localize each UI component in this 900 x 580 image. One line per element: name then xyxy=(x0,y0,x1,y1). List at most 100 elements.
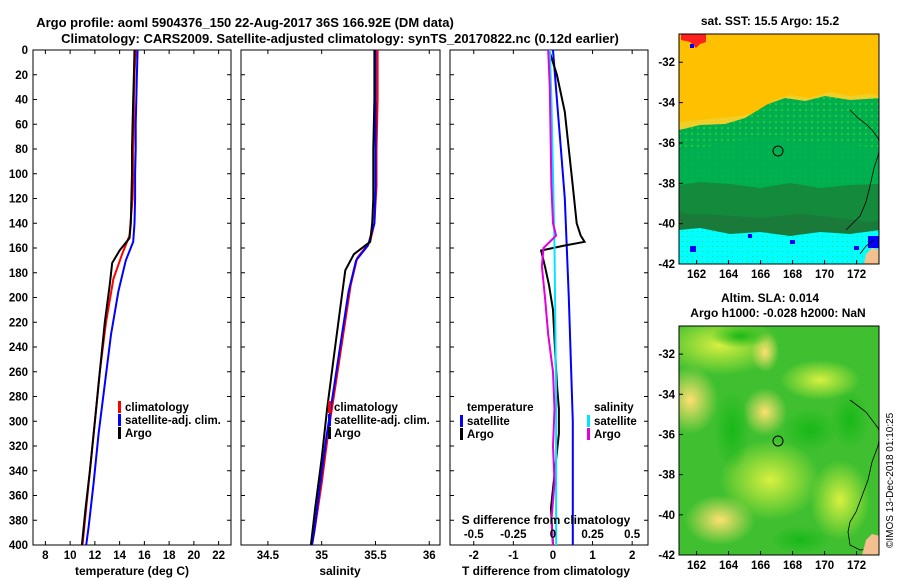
depth-tick-label: 300 xyxy=(9,416,28,428)
depth-tick-label: 240 xyxy=(9,342,28,354)
depth-tick-label: 80 xyxy=(15,144,28,156)
map-ytick-label: -38 xyxy=(658,178,675,190)
legend-header-salinity: salinity xyxy=(594,402,634,414)
depth-tick-label: 140 xyxy=(9,218,28,230)
salinity-xtick-label: 35.5 xyxy=(364,550,387,562)
difference-xtick-label: 0 xyxy=(550,550,556,562)
temperature-xtick-label: 22 xyxy=(212,550,225,562)
difference-s-tick-label: -0.25 xyxy=(500,529,527,541)
legend-swatch-argo xyxy=(328,427,331,439)
difference-xtick-label: -1 xyxy=(508,550,519,562)
legend-label-satellite: satellite-adj. clim. xyxy=(334,415,430,427)
map-xtick-label: 164 xyxy=(719,560,739,572)
imos-credit: ©IMOS 13-Dec-2018 01:10:25 xyxy=(885,412,896,548)
map-xtick-label: 172 xyxy=(847,269,866,281)
map-xtick-label: 172 xyxy=(847,560,866,572)
temperature-panel-frame xyxy=(32,49,232,546)
map-xtick-label: 166 xyxy=(751,269,770,281)
salinity-panel-frame xyxy=(240,49,441,546)
difference-plot: -2 -1 0 1 2 -0.5 -0.25 0 0.25 0.5 xyxy=(464,49,641,562)
salinity-xtick-label: 34.5 xyxy=(257,550,280,562)
legend-label-satellite: satellite-adj. clim. xyxy=(125,415,221,427)
depth-tick-label: 20 xyxy=(15,70,28,82)
temperature-xtick-label: 18 xyxy=(163,550,176,562)
legend-swatch-climatology xyxy=(118,401,121,413)
series-line-satellite-adj-clim- xyxy=(85,49,139,546)
temperature-xtick-label: 10 xyxy=(64,550,77,562)
temperature-xtick-label: 14 xyxy=(113,550,126,562)
sst-argo-location-marker xyxy=(772,145,784,157)
legend-label-climatology: climatology xyxy=(334,402,399,414)
map-xtick-label: 170 xyxy=(815,269,834,281)
salinity-xlabel: salinity xyxy=(319,564,361,578)
depth-tick-label: 100 xyxy=(9,169,28,181)
map-ytick-label: -38 xyxy=(658,470,675,482)
sla-map-title-line2: Argo h1000: -0.028 h2000: NaN xyxy=(690,306,865,320)
series-line-s-satellite xyxy=(548,49,558,545)
difference-xlabel: T difference from climatology xyxy=(462,564,630,578)
difference-legend-temperature: temperature satellite Argo xyxy=(460,402,533,441)
difference-s-tick-label: 0 xyxy=(550,529,556,541)
difference-s-tick-label: 0.5 xyxy=(624,529,641,541)
legend-header-temperature: temperature xyxy=(467,402,533,414)
map-ytick-label: -40 xyxy=(658,510,675,522)
sla-map-title-line1: Altim. SLA: 0.014 xyxy=(721,291,819,305)
series-line-t-satellite xyxy=(552,49,574,545)
sst-map-axes: 162 164 166 168 170 172 -32 -34 -36 -38 -40 -42 xyxy=(658,57,866,281)
map-xtick-label: 162 xyxy=(687,560,706,572)
map-ytick-label: -36 xyxy=(658,138,675,150)
difference-s-xlabel: S difference from climatology xyxy=(462,513,631,527)
series-line-argo xyxy=(309,50,376,546)
series-line-t-argo xyxy=(539,49,587,546)
depth-tick-label: 40 xyxy=(15,95,28,107)
map-xtick-label: 164 xyxy=(719,269,739,281)
legend-label-t-argo: Argo xyxy=(467,429,494,441)
depth-tick-label: 260 xyxy=(9,367,28,379)
series-line-satellite-adj-clim- xyxy=(311,50,377,546)
series-line-argo xyxy=(80,49,136,546)
legend-label-argo: Argo xyxy=(334,428,361,440)
map-ytick-label: -34 xyxy=(658,98,675,110)
sla-map-image xyxy=(679,326,879,555)
figure-title-line1: Argo profile: aoml 5904376_150 22-Aug-20… xyxy=(36,15,454,30)
salinity-xtick-label: 36 xyxy=(423,550,436,562)
temperature-plot: 8 10 12 14 16 18 20 22 xyxy=(42,49,225,562)
sla-map-frame xyxy=(678,325,880,556)
map-ytick-label: -32 xyxy=(658,57,675,69)
temperature-xtick-label: 16 xyxy=(138,550,151,562)
difference-s-tick-label: 0.25 xyxy=(581,529,604,541)
map-ytick-label: -32 xyxy=(658,349,675,361)
map-ytick-label: -42 xyxy=(658,550,675,562)
figure-title-line2: Climatology: CARS2009. Satellite-adjuste… xyxy=(61,31,619,46)
depth-tick-label: 0 xyxy=(22,45,28,57)
temperature-xlabel: temperature (deg C) xyxy=(75,564,189,578)
difference-s-tick-label: -0.5 xyxy=(464,529,484,541)
map-xtick-label: 168 xyxy=(783,560,803,572)
sst-map-title: sat. SST: 15.5 Argo: 15.2 xyxy=(701,14,840,28)
temperature-legend: climatology satellite-adj. clim. Argo xyxy=(118,401,221,440)
depth-tick-label: 200 xyxy=(9,293,28,305)
sla-argo-location-marker xyxy=(772,435,784,447)
salinity-plot: 34.5 35 35.5 36 xyxy=(257,50,436,562)
difference-xtick-label: 1 xyxy=(589,550,596,562)
difference-panel-frame xyxy=(449,49,649,546)
depth-tick-label: 160 xyxy=(9,243,28,255)
sst-map-image xyxy=(679,34,879,264)
legend-swatch-s-argo xyxy=(587,428,590,440)
sla-map-axes: 162 164 166 168 170 172 -32 -34 -36 -38 -40 -42 xyxy=(658,349,866,572)
temperature-xtick-label: 8 xyxy=(42,550,49,562)
difference-xtick-label: -2 xyxy=(469,550,479,562)
map-xtick-label: 170 xyxy=(815,560,834,572)
depth-tick-label: 360 xyxy=(9,491,28,503)
depth-tick-label: 60 xyxy=(15,119,28,131)
depth-tick-label: 400 xyxy=(9,540,28,552)
legend-label-climatology: climatology xyxy=(125,402,190,414)
map-ytick-label: -34 xyxy=(658,389,675,401)
temperature-xtick-label: 12 xyxy=(88,550,101,562)
map-xtick-label: 162 xyxy=(687,269,706,281)
map-ytick-label: -42 xyxy=(658,259,675,271)
legend-swatch-satellite xyxy=(118,414,121,426)
series-line-s-argo xyxy=(540,49,558,546)
temperature-xtick-label: 20 xyxy=(187,550,200,562)
